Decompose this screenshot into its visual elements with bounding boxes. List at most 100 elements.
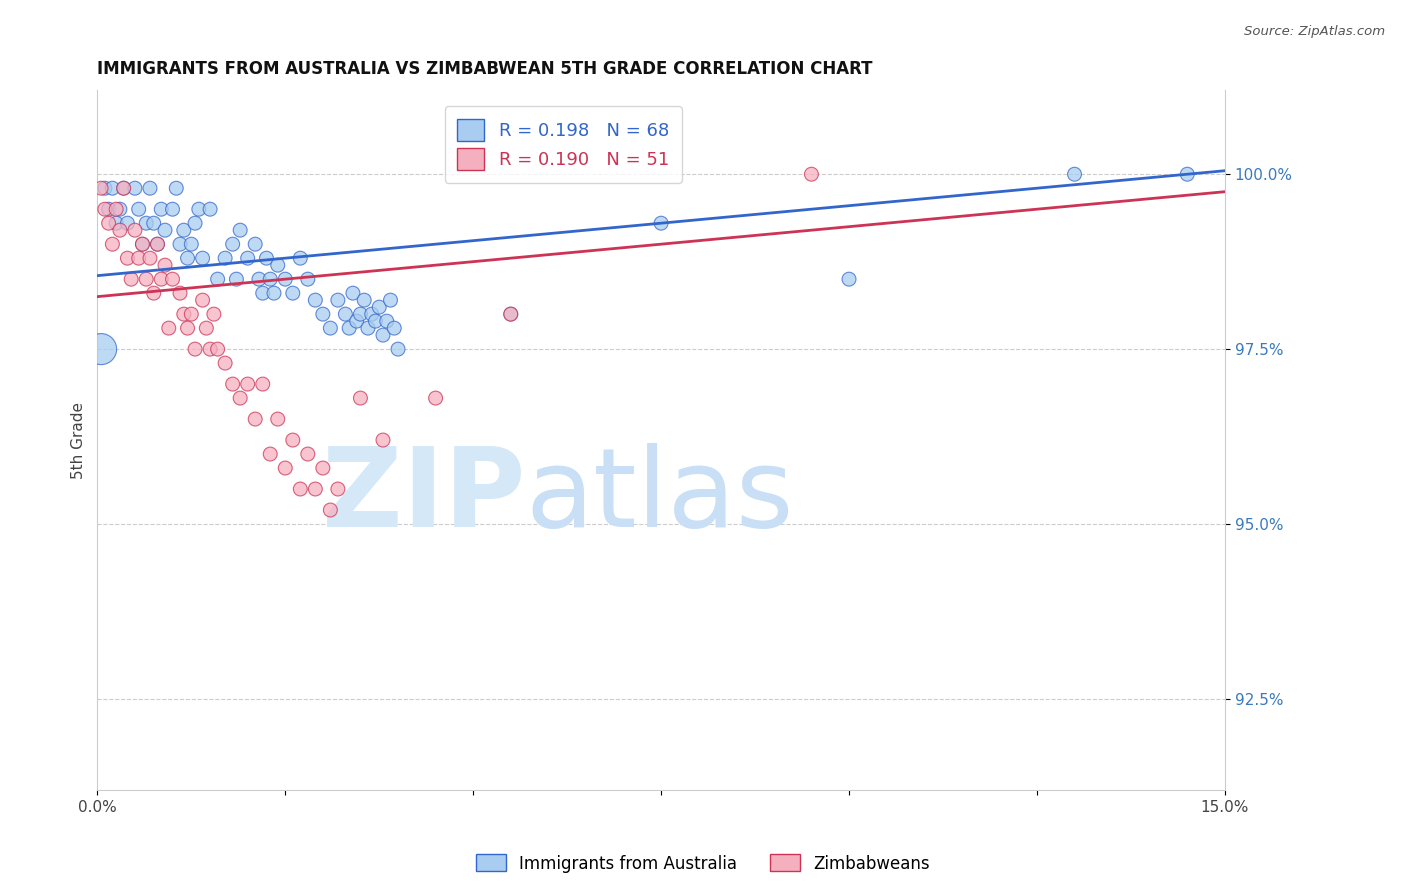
Point bbox=[221, 237, 243, 252]
Point bbox=[387, 342, 409, 356]
Point bbox=[105, 202, 128, 217]
Point bbox=[139, 181, 162, 195]
Point bbox=[304, 482, 326, 496]
Point bbox=[499, 307, 522, 321]
Point bbox=[346, 314, 368, 328]
Point bbox=[297, 447, 319, 461]
Point bbox=[131, 237, 153, 252]
Point bbox=[357, 321, 380, 335]
Point bbox=[105, 216, 128, 230]
Point bbox=[128, 251, 150, 265]
Point bbox=[142, 286, 165, 301]
Point bbox=[173, 307, 195, 321]
Point bbox=[342, 286, 364, 301]
Point bbox=[650, 216, 672, 230]
Point bbox=[157, 321, 180, 335]
Point bbox=[380, 293, 402, 307]
Point bbox=[274, 461, 297, 475]
Point bbox=[135, 216, 157, 230]
Point bbox=[198, 202, 221, 217]
Point bbox=[425, 391, 447, 405]
Point bbox=[191, 251, 214, 265]
Point bbox=[319, 503, 342, 517]
Point bbox=[202, 307, 225, 321]
Point bbox=[112, 181, 135, 195]
Point bbox=[838, 272, 860, 286]
Point bbox=[180, 237, 202, 252]
Point bbox=[337, 321, 360, 335]
Point bbox=[290, 251, 312, 265]
Point bbox=[191, 293, 214, 307]
Point bbox=[229, 391, 252, 405]
Point bbox=[112, 181, 135, 195]
Point bbox=[360, 307, 382, 321]
Point bbox=[312, 307, 335, 321]
Point bbox=[101, 237, 124, 252]
Point bbox=[247, 272, 270, 286]
Point bbox=[229, 223, 252, 237]
Point bbox=[176, 251, 198, 265]
Point bbox=[180, 307, 202, 321]
Point bbox=[263, 286, 285, 301]
Point bbox=[368, 300, 391, 314]
Point bbox=[281, 433, 304, 447]
Point bbox=[267, 412, 290, 426]
Point bbox=[124, 181, 146, 195]
Point bbox=[131, 237, 153, 252]
Point bbox=[214, 251, 236, 265]
Point bbox=[225, 272, 247, 286]
Point bbox=[169, 237, 191, 252]
Point bbox=[349, 391, 371, 405]
Point bbox=[259, 447, 281, 461]
Point bbox=[297, 272, 319, 286]
Text: IMMIGRANTS FROM AUSTRALIA VS ZIMBABWEAN 5TH GRADE CORRELATION CHART: IMMIGRANTS FROM AUSTRALIA VS ZIMBABWEAN … bbox=[97, 60, 873, 78]
Point bbox=[371, 433, 394, 447]
Point bbox=[371, 328, 394, 343]
Point bbox=[176, 321, 198, 335]
Point bbox=[184, 216, 207, 230]
Point bbox=[128, 202, 150, 217]
Point bbox=[169, 286, 191, 301]
Point bbox=[108, 223, 131, 237]
Point bbox=[108, 202, 131, 217]
Point bbox=[1175, 167, 1198, 181]
Point bbox=[349, 307, 371, 321]
Text: atlas: atlas bbox=[526, 442, 794, 549]
Text: Source: ZipAtlas.com: Source: ZipAtlas.com bbox=[1244, 25, 1385, 38]
Point bbox=[162, 202, 184, 217]
Legend: Immigrants from Australia, Zimbabweans: Immigrants from Australia, Zimbabweans bbox=[470, 847, 936, 880]
Text: ZIP: ZIP bbox=[322, 442, 526, 549]
Point bbox=[150, 272, 173, 286]
Point bbox=[101, 181, 124, 195]
Point bbox=[236, 377, 259, 392]
Y-axis label: 5th Grade: 5th Grade bbox=[72, 401, 86, 478]
Point bbox=[335, 307, 357, 321]
Point bbox=[198, 342, 221, 356]
Point bbox=[1063, 167, 1085, 181]
Point bbox=[146, 237, 169, 252]
Point bbox=[165, 181, 187, 195]
Point bbox=[267, 258, 290, 272]
Point bbox=[150, 202, 173, 217]
Point bbox=[90, 181, 112, 195]
Point bbox=[94, 202, 117, 217]
Point bbox=[184, 342, 207, 356]
Point bbox=[256, 251, 278, 265]
Point bbox=[162, 272, 184, 286]
Point bbox=[364, 314, 387, 328]
Point bbox=[139, 251, 162, 265]
Point bbox=[312, 461, 335, 475]
Point bbox=[187, 202, 209, 217]
Point bbox=[146, 237, 169, 252]
Point bbox=[195, 321, 218, 335]
Point bbox=[800, 167, 823, 181]
Point bbox=[326, 482, 349, 496]
Point bbox=[236, 251, 259, 265]
Legend: R = 0.198   N = 68, R = 0.190   N = 51: R = 0.198 N = 68, R = 0.190 N = 51 bbox=[444, 106, 682, 183]
Point bbox=[124, 223, 146, 237]
Point bbox=[207, 342, 229, 356]
Point bbox=[221, 377, 243, 392]
Point bbox=[259, 272, 281, 286]
Point bbox=[245, 237, 267, 252]
Point bbox=[382, 321, 405, 335]
